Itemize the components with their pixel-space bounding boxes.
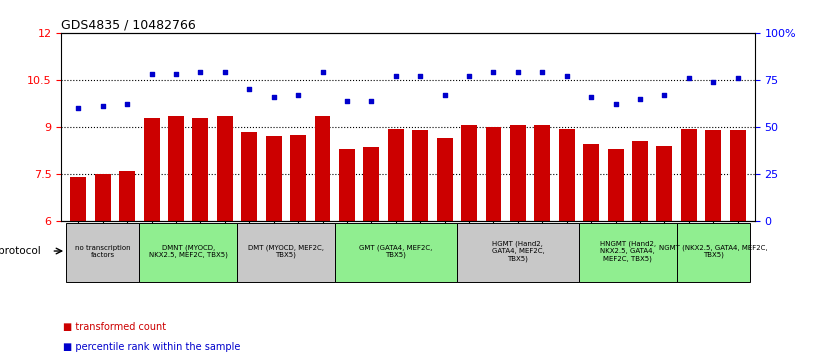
Bar (705, 130, 721, 221)
FancyBboxPatch shape (579, 223, 676, 282)
FancyBboxPatch shape (676, 223, 750, 282)
Bar (70, 178, 86, 221)
Text: HNGMT (Hand2,
NKX2.5, GATA4,
MEF2C, TBX5): HNGMT (Hand2, NKX2.5, GATA4, MEF2C, TBX5… (600, 241, 656, 261)
Bar (339, 149, 355, 221)
Bar (119, 171, 135, 221)
Bar (266, 136, 282, 221)
Text: DMNT (MYOCD,
NKX2.5, MEF2C, TBX5): DMNT (MYOCD, NKX2.5, MEF2C, TBX5) (149, 244, 228, 258)
Bar (242, 132, 257, 221)
Point (96, 103, 109, 109)
Bar (559, 129, 574, 221)
Bar (657, 146, 672, 221)
Point (242, 86, 255, 92)
Text: no transcription
factors: no transcription factors (75, 245, 131, 257)
Point (389, 73, 402, 79)
Bar (315, 116, 330, 221)
Point (316, 69, 329, 75)
Point (609, 102, 622, 107)
Text: GDS4835 / 10482766: GDS4835 / 10482766 (61, 19, 196, 32)
Point (536, 69, 549, 75)
Point (682, 75, 695, 81)
Bar (388, 129, 404, 221)
Point (463, 73, 476, 79)
Bar (437, 138, 453, 221)
FancyBboxPatch shape (335, 223, 457, 282)
Bar (534, 126, 550, 221)
FancyBboxPatch shape (140, 223, 237, 282)
Point (170, 71, 183, 77)
Point (731, 75, 744, 81)
Text: HGMT (Hand2,
GATA4, MEF2C,
TBX5): HGMT (Hand2, GATA4, MEF2C, TBX5) (491, 241, 544, 261)
Point (121, 102, 134, 107)
Point (219, 69, 232, 75)
Point (658, 92, 671, 98)
Point (438, 92, 451, 98)
Bar (461, 126, 477, 221)
Bar (95, 174, 111, 221)
Bar (290, 135, 306, 221)
Point (414, 73, 427, 79)
Point (633, 96, 646, 102)
Text: ■ percentile rank within the sample: ■ percentile rank within the sample (63, 342, 240, 352)
Bar (486, 127, 501, 221)
Text: DMT (MYOCD, MEF2C,
TBX5): DMT (MYOCD, MEF2C, TBX5) (248, 244, 324, 258)
Bar (510, 126, 526, 221)
Text: NGMT (NKX2.5, GATA4, MEF2C,
TBX5): NGMT (NKX2.5, GATA4, MEF2C, TBX5) (659, 244, 768, 258)
Bar (412, 130, 428, 221)
Bar (363, 147, 379, 221)
Bar (583, 144, 599, 221)
Bar (217, 116, 233, 221)
Text: ■ transformed count: ■ transformed count (63, 322, 166, 332)
Point (291, 92, 304, 98)
Bar (681, 129, 697, 221)
Point (72, 105, 85, 111)
Point (267, 94, 280, 100)
Point (365, 98, 378, 103)
Bar (730, 130, 746, 221)
Point (194, 69, 207, 75)
Point (707, 79, 720, 85)
FancyBboxPatch shape (237, 223, 335, 282)
FancyBboxPatch shape (66, 223, 140, 282)
Point (584, 94, 597, 100)
Point (561, 73, 574, 79)
Text: GMT (GATA4, MEF2C,
TBX5): GMT (GATA4, MEF2C, TBX5) (359, 244, 432, 258)
Bar (608, 149, 623, 221)
Bar (632, 141, 648, 221)
FancyBboxPatch shape (457, 223, 579, 282)
Point (340, 98, 353, 103)
Bar (193, 118, 208, 221)
Point (145, 71, 158, 77)
Bar (144, 118, 159, 221)
Bar (168, 116, 184, 221)
Text: protocol: protocol (0, 246, 41, 256)
Point (512, 69, 525, 75)
Point (487, 69, 500, 75)
